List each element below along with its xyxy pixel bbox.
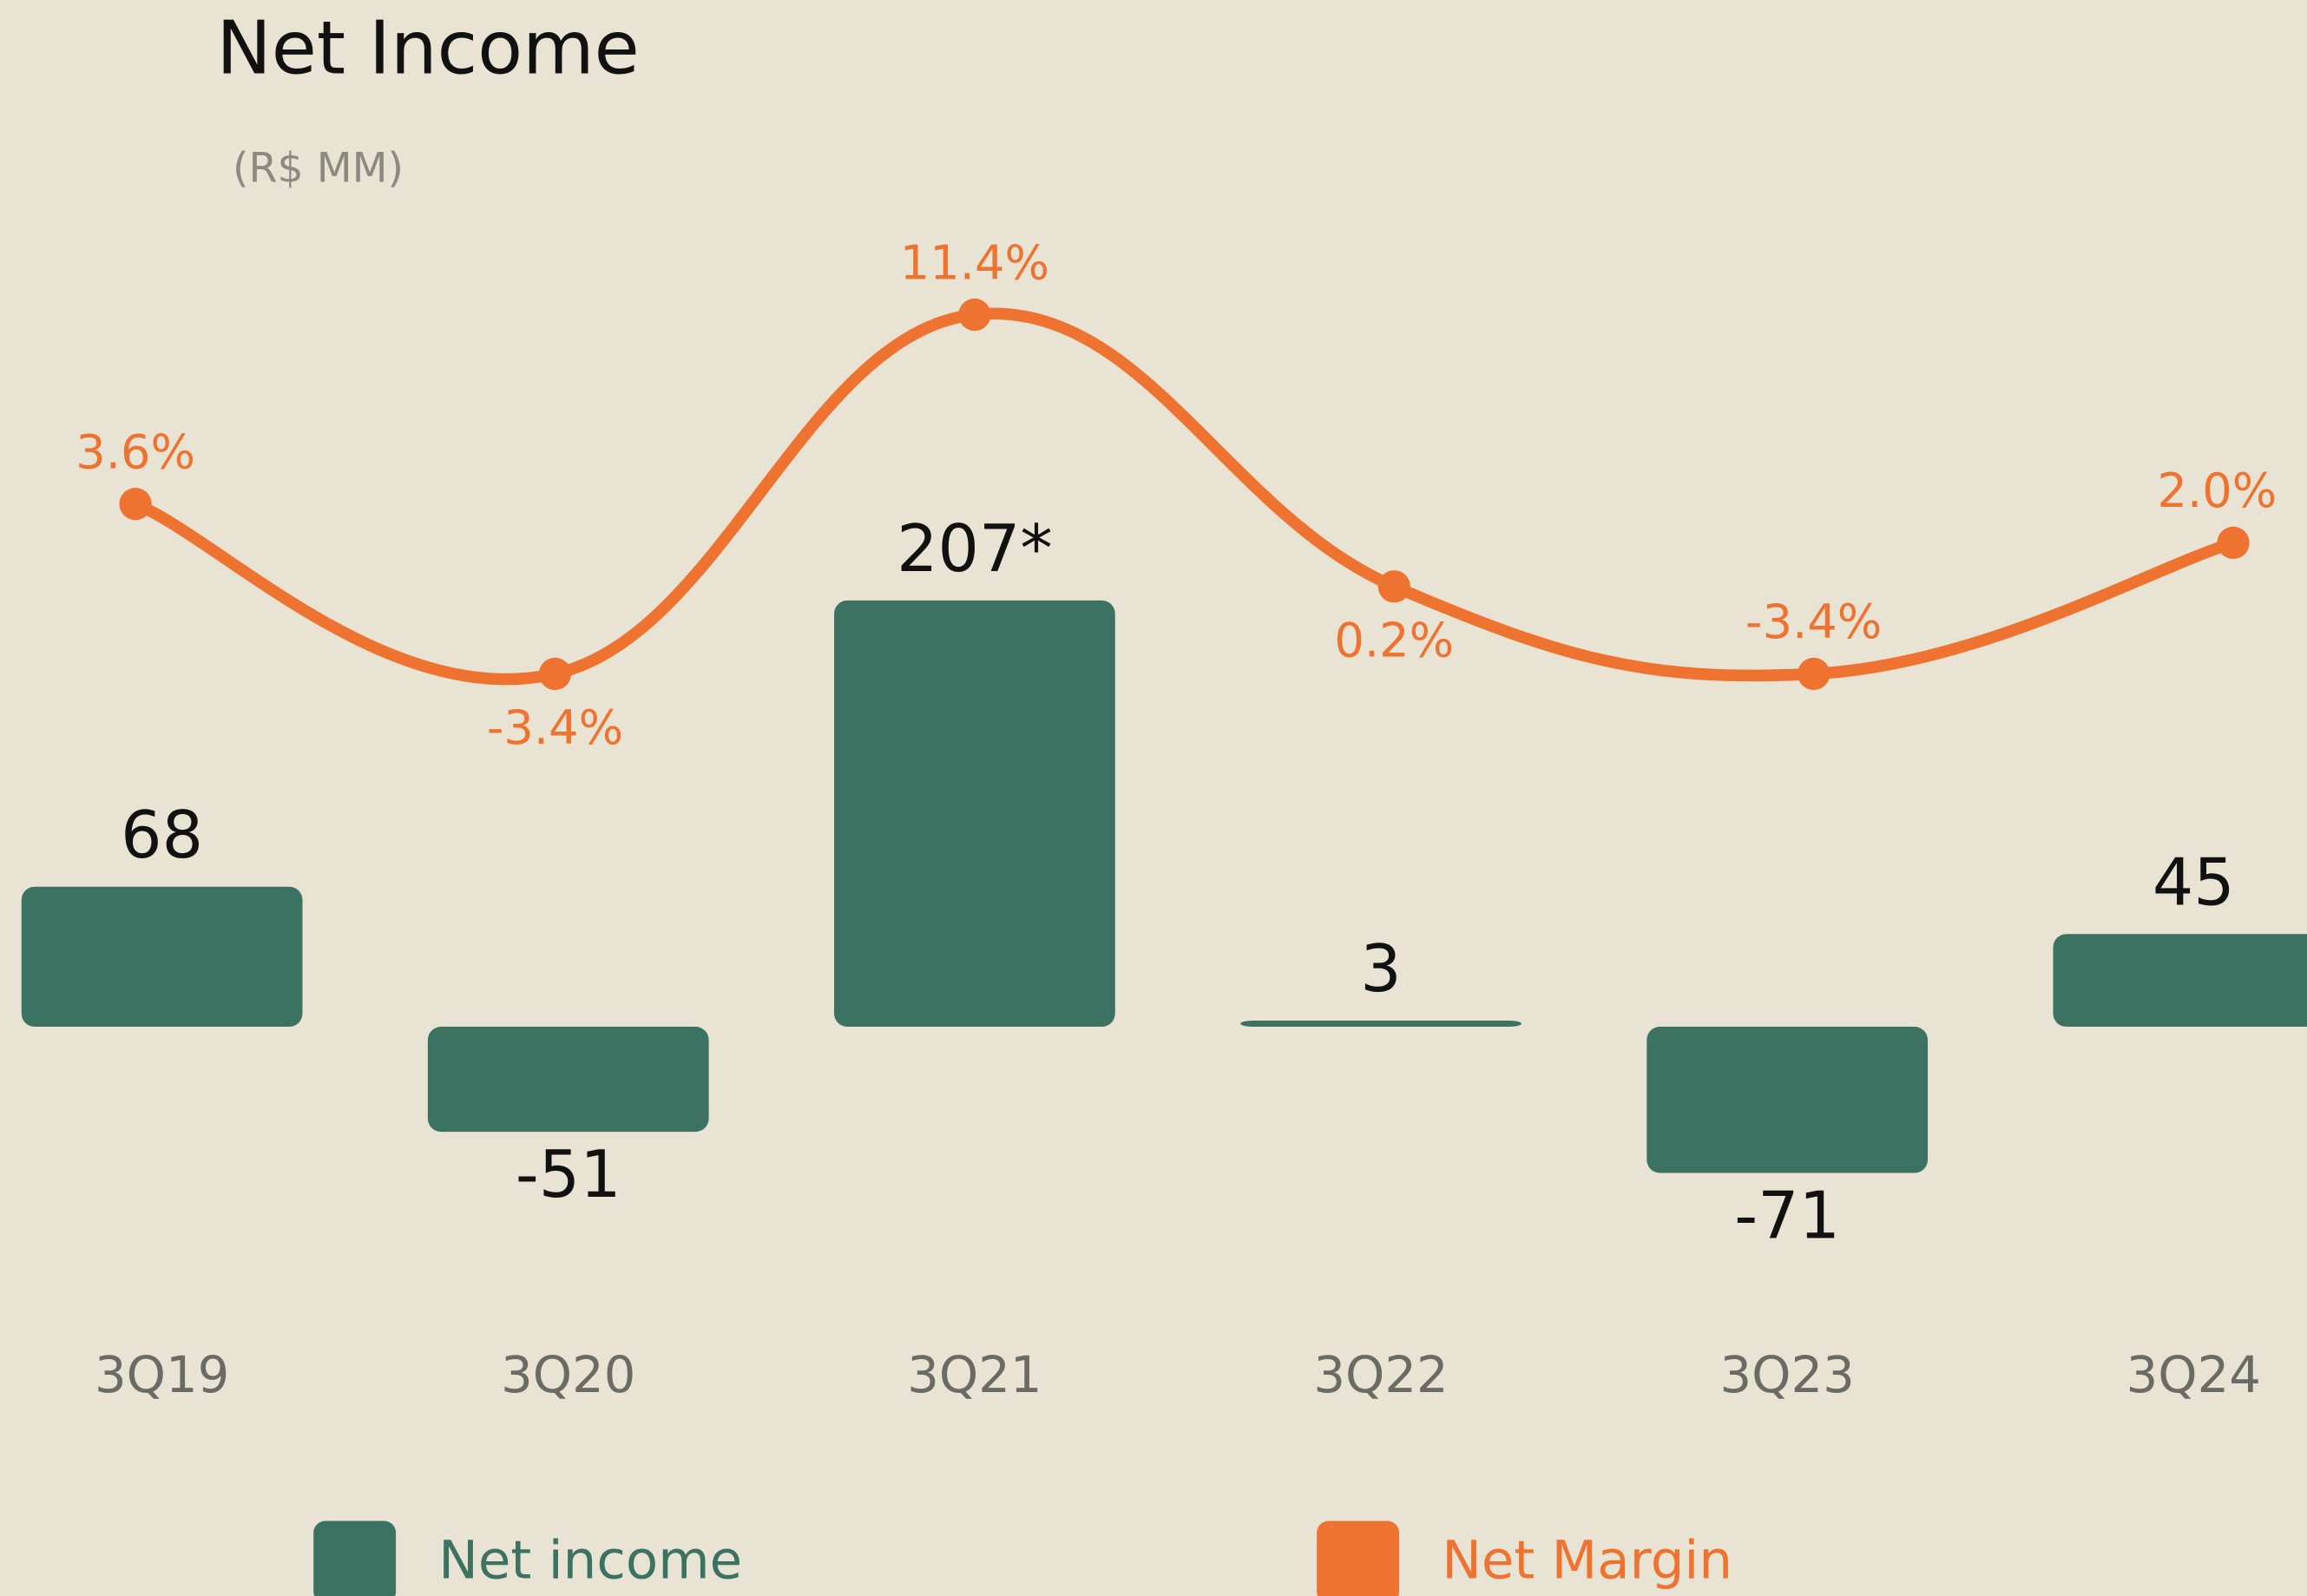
bar — [427, 1027, 709, 1133]
data-label: -3.4% — [487, 700, 623, 755]
data-label: 2.0% — [2158, 463, 2277, 518]
line — [129, 307, 2239, 686]
data-label: 207* — [897, 511, 1053, 587]
data-label: 3.6% — [76, 424, 195, 479]
data-label: 11.4% — [900, 235, 1049, 290]
x-tick-label: 3Q24 — [2126, 1346, 2261, 1404]
x-tick-label: 3Q21 — [907, 1346, 1042, 1404]
data-label: -71 — [1734, 1178, 1840, 1253]
bar — [1646, 1027, 1929, 1173]
legend-label: Net income — [438, 1529, 742, 1591]
x-tick-label: 3Q23 — [1720, 1346, 1855, 1404]
data-label: -3.4% — [1745, 594, 1882, 649]
data-label: -51 — [516, 1137, 621, 1212]
line-point — [119, 488, 152, 521]
line-point — [2217, 526, 2250, 560]
x-tick-label: 3Q22 — [1313, 1346, 1448, 1404]
chart-title: Net Income — [216, 4, 639, 90]
line-point — [958, 298, 991, 332]
x-tick-label: 3Q19 — [95, 1346, 229, 1404]
chart-subtitle: (R$ MM) — [233, 145, 404, 193]
line-point — [1798, 657, 1830, 691]
line-point — [538, 657, 572, 691]
x-tick-label: 3Q20 — [501, 1346, 635, 1404]
data-label: 68 — [121, 798, 203, 873]
bar — [21, 886, 303, 1028]
legend-label: Net Margin — [1442, 1529, 1732, 1591]
legend-swatch — [1317, 1520, 1400, 1596]
bar — [2053, 934, 2307, 1028]
legend-swatch — [313, 1520, 397, 1596]
data-label: 0.2% — [1334, 614, 1454, 668]
data-label: 45 — [2153, 845, 2235, 921]
data-label: 3 — [1360, 931, 1401, 1007]
bar — [1240, 1020, 1522, 1028]
bar — [834, 600, 1115, 1028]
line-point — [1377, 570, 1410, 603]
